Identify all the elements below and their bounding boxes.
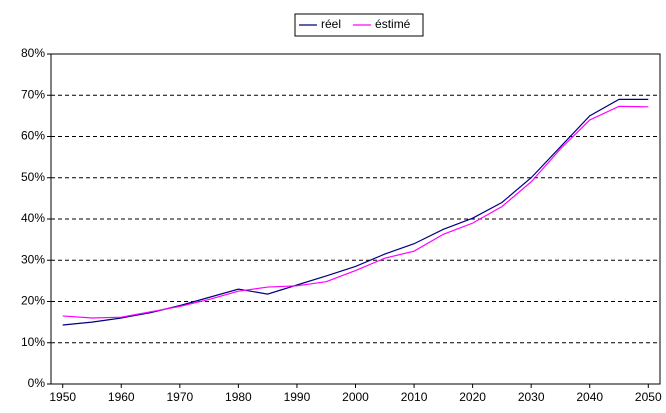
- y-tick-label: 50%: [21, 170, 45, 184]
- x-tick-label: 1970: [166, 390, 193, 404]
- x-tick-label: 2020: [459, 390, 486, 404]
- y-tick-label: 0%: [28, 376, 46, 390]
- y-tick-label: 30%: [21, 252, 45, 266]
- x-tick-label: 2030: [518, 390, 545, 404]
- y-tick-label: 20%: [21, 294, 45, 308]
- x-tick-label: 2040: [576, 390, 603, 404]
- x-tick-label: 2010: [401, 390, 428, 404]
- y-tick-label: 60%: [21, 129, 45, 143]
- y-tick-label: 70%: [21, 87, 45, 101]
- y-tick-label: 80%: [21, 46, 45, 60]
- series-line: [62, 105, 649, 319]
- x-tick-label: 1960: [108, 390, 135, 404]
- x-tick-label: 1990: [284, 390, 311, 404]
- y-tick-label: 40%: [21, 211, 45, 225]
- x-tick-label: 1980: [225, 390, 252, 404]
- x-tick-label: 2050: [635, 390, 662, 404]
- legend-label: réel: [321, 17, 341, 31]
- y-tick-label: 10%: [21, 335, 45, 349]
- x-tick-label: 1950: [49, 390, 76, 404]
- x-tick-label: 2000: [342, 390, 369, 404]
- series-line: [62, 98, 649, 326]
- legend-label: éstimé: [375, 17, 411, 31]
